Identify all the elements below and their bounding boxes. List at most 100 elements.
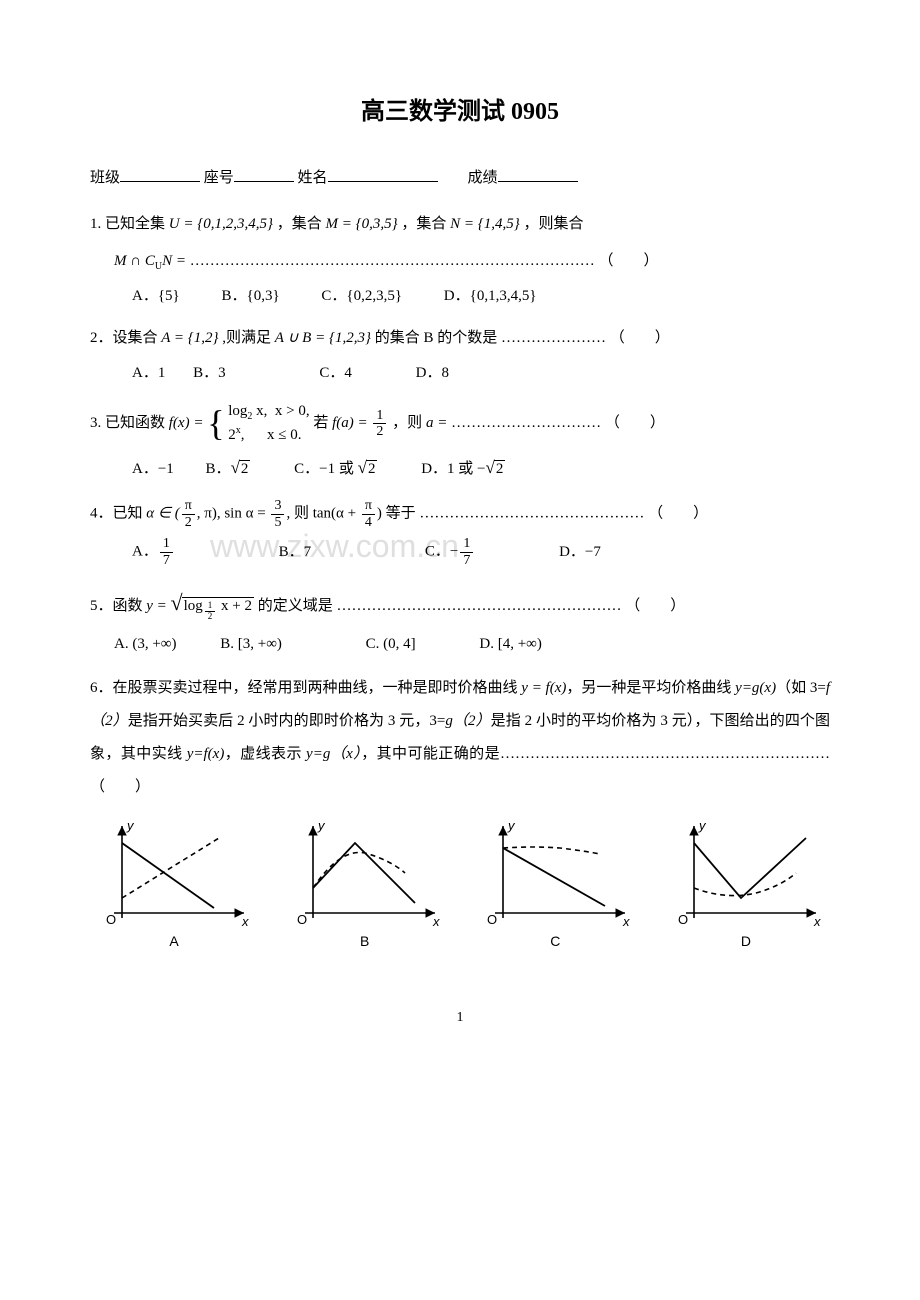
graph-C[interactable]: O x y C: [475, 818, 635, 955]
svg-text:x: x: [432, 914, 440, 928]
svg-text:x: x: [241, 914, 249, 928]
svg-text:y: y: [126, 818, 135, 833]
q1-U: U = {0,1,2,3,4,5}: [169, 216, 273, 232]
q3-tc: ，则: [392, 415, 422, 431]
question-6: 6．在股票买卖过程中，经常用到两种曲线，一种是即时价格曲线 y = f(x)，另…: [90, 672, 830, 804]
q1-options: A．{5} B．{0,3} C．{0,2,3,5} D．{0,1,3,4,5}: [132, 282, 830, 311]
svg-text:y: y: [507, 818, 516, 833]
q6-tg: ，其中可能正确的是: [361, 746, 500, 762]
q4-pi4: π4: [362, 498, 375, 530]
graphs-row: O x y A O x y B O x y C: [94, 818, 826, 955]
q1-C[interactable]: C．{0,2,3,5}: [321, 282, 402, 311]
q6-paren[interactable]: （ ）: [90, 779, 150, 795]
seat-label: 座号: [204, 170, 234, 186]
graph-A[interactable]: O x y A: [94, 818, 254, 955]
q5-oB[interactable]: B. [3, +∞): [220, 630, 282, 659]
q2-paren[interactable]: （ ）: [610, 330, 670, 346]
q1-text: 1. 已知全集: [90, 216, 165, 232]
q6-ygx2: y=g（x）: [306, 746, 361, 762]
q1-td: ，则集合: [524, 216, 584, 232]
q1-paren[interactable]: （ ）: [598, 253, 658, 269]
q5-paren[interactable]: （ ）: [625, 598, 685, 614]
q4-tb: , π), sin α =: [197, 506, 270, 522]
seat-blank[interactable]: [234, 164, 294, 182]
q1-expr2: N =: [162, 253, 190, 269]
q3-oA[interactable]: A．−1: [132, 455, 174, 484]
q2-oA[interactable]: A．1: [132, 359, 165, 388]
q1-A[interactable]: A．{5}: [132, 282, 180, 311]
q5-oD[interactable]: D. [4, +∞): [479, 630, 541, 659]
q6-g2: g（2）: [445, 713, 490, 729]
q2-oD[interactable]: D．8: [416, 359, 449, 388]
q4-td: ) 等于: [377, 506, 416, 522]
q1-N: N = {1,4,5}: [450, 216, 520, 232]
q5-yeq: y =: [146, 598, 170, 614]
q3-r2b: ,: [241, 427, 245, 443]
q2-dots: …………………: [501, 330, 606, 346]
score-label: 成绩: [468, 170, 498, 186]
name-label: 姓名: [298, 170, 328, 186]
q4-oB[interactable]: B．7: [279, 538, 312, 567]
class-blank[interactable]: [120, 164, 200, 182]
question-1: 1. 已知全集 U = {0,1,2,3,4,5} ，集合 M = {0,3,5…: [90, 210, 830, 310]
q3-r1a: log: [228, 403, 247, 419]
q3-oB[interactable]: B．√2: [206, 452, 251, 484]
svg-text:O: O: [678, 912, 688, 927]
q2-oB[interactable]: B．3: [193, 359, 226, 388]
svg-text:O: O: [106, 912, 116, 927]
graph-B-svg: O x y: [285, 818, 445, 928]
graph-B[interactable]: O x y B: [285, 818, 445, 955]
q1-dots: ………………………………………………………………………: [190, 253, 595, 269]
q5-dots: …………………………………………………: [337, 598, 622, 614]
q4-oA[interactable]: A．17: [132, 536, 175, 568]
q2-tb: ,则满足: [222, 330, 271, 346]
svg-text:x: x: [813, 914, 821, 928]
svg-text:O: O: [297, 912, 307, 927]
q6-td: 是指开始买卖后 2 小时内的即时价格为 3 元，3=: [128, 713, 446, 729]
q6-yfx: y = f(x): [521, 680, 566, 696]
graph-D[interactable]: O x y D: [666, 818, 826, 955]
q4-tc: , 则 tan(α +: [286, 506, 359, 522]
q1-B[interactable]: B．{0,3}: [221, 282, 279, 311]
class-label: 班级: [90, 170, 120, 186]
q3-oD[interactable]: D．1 或 −√2: [421, 452, 505, 484]
graph-D-label: D: [666, 928, 826, 955]
q4-options: A．17 B．7 C．−17 D．−7: [132, 536, 830, 568]
score-blank[interactable]: [498, 164, 578, 182]
graph-C-label: C: [475, 928, 635, 955]
q6-ta: 6．在股票买卖过程中，经常用到两种曲线，一种是即时价格曲线: [90, 680, 521, 696]
q2-union: A ∪ B = {1,2,3}: [275, 330, 371, 346]
graph-A-svg: O x y: [94, 818, 254, 928]
q5-oA[interactable]: A. (3, +∞): [114, 630, 176, 659]
q2-A: A = {1,2}: [161, 330, 218, 346]
svg-text:y: y: [698, 818, 707, 833]
q3-paren[interactable]: （ ）: [605, 415, 665, 431]
q1-tb: ，集合: [277, 216, 322, 232]
q4-alpha: α ∈ (: [146, 506, 179, 522]
q5-sqrtinner: log12 x + 2: [182, 597, 254, 616]
svg-text:O: O: [487, 912, 497, 927]
q3-ta: 3. 已知函数: [90, 415, 165, 431]
question-2: 2．设集合 A = {1,2} ,则满足 A ∪ B = {1,2,3} 的集合…: [90, 324, 830, 387]
q1-sub: U: [155, 261, 162, 272]
q3-oC[interactable]: C．−1 或 √2: [294, 452, 377, 484]
q5-tb: 的定义域是: [258, 598, 333, 614]
svg-text:y: y: [317, 818, 326, 833]
q4-paren[interactable]: （ ）: [648, 506, 708, 522]
q3-r1b: x,: [252, 403, 267, 419]
q4-oD[interactable]: D．−7: [559, 538, 601, 567]
q4-ta: 4．已知: [90, 506, 143, 522]
q3-tb: 若: [313, 415, 328, 431]
q1-D[interactable]: D．{0,1,3,4,5}: [444, 282, 537, 311]
question-4: www.zixw.com.cn 4．已知 α ∈ (π2, π), sin α …: [90, 498, 830, 568]
q4-dots: ………………………………………: [419, 506, 644, 522]
q4-oC[interactable]: C．−17: [425, 536, 475, 568]
graph-C-svg: O x y: [475, 818, 635, 928]
q3-fx: f(x) =: [169, 415, 207, 431]
q2-tc: 的集合 B 的个数是: [375, 330, 498, 346]
q1-M: M = {0,3,5}: [325, 216, 397, 232]
name-blank[interactable]: [328, 164, 438, 182]
q5-oC[interactable]: C. (0, 4]: [366, 630, 416, 659]
q3-r1c: x > 0,: [275, 403, 310, 419]
q2-oC[interactable]: C．4: [319, 359, 352, 388]
